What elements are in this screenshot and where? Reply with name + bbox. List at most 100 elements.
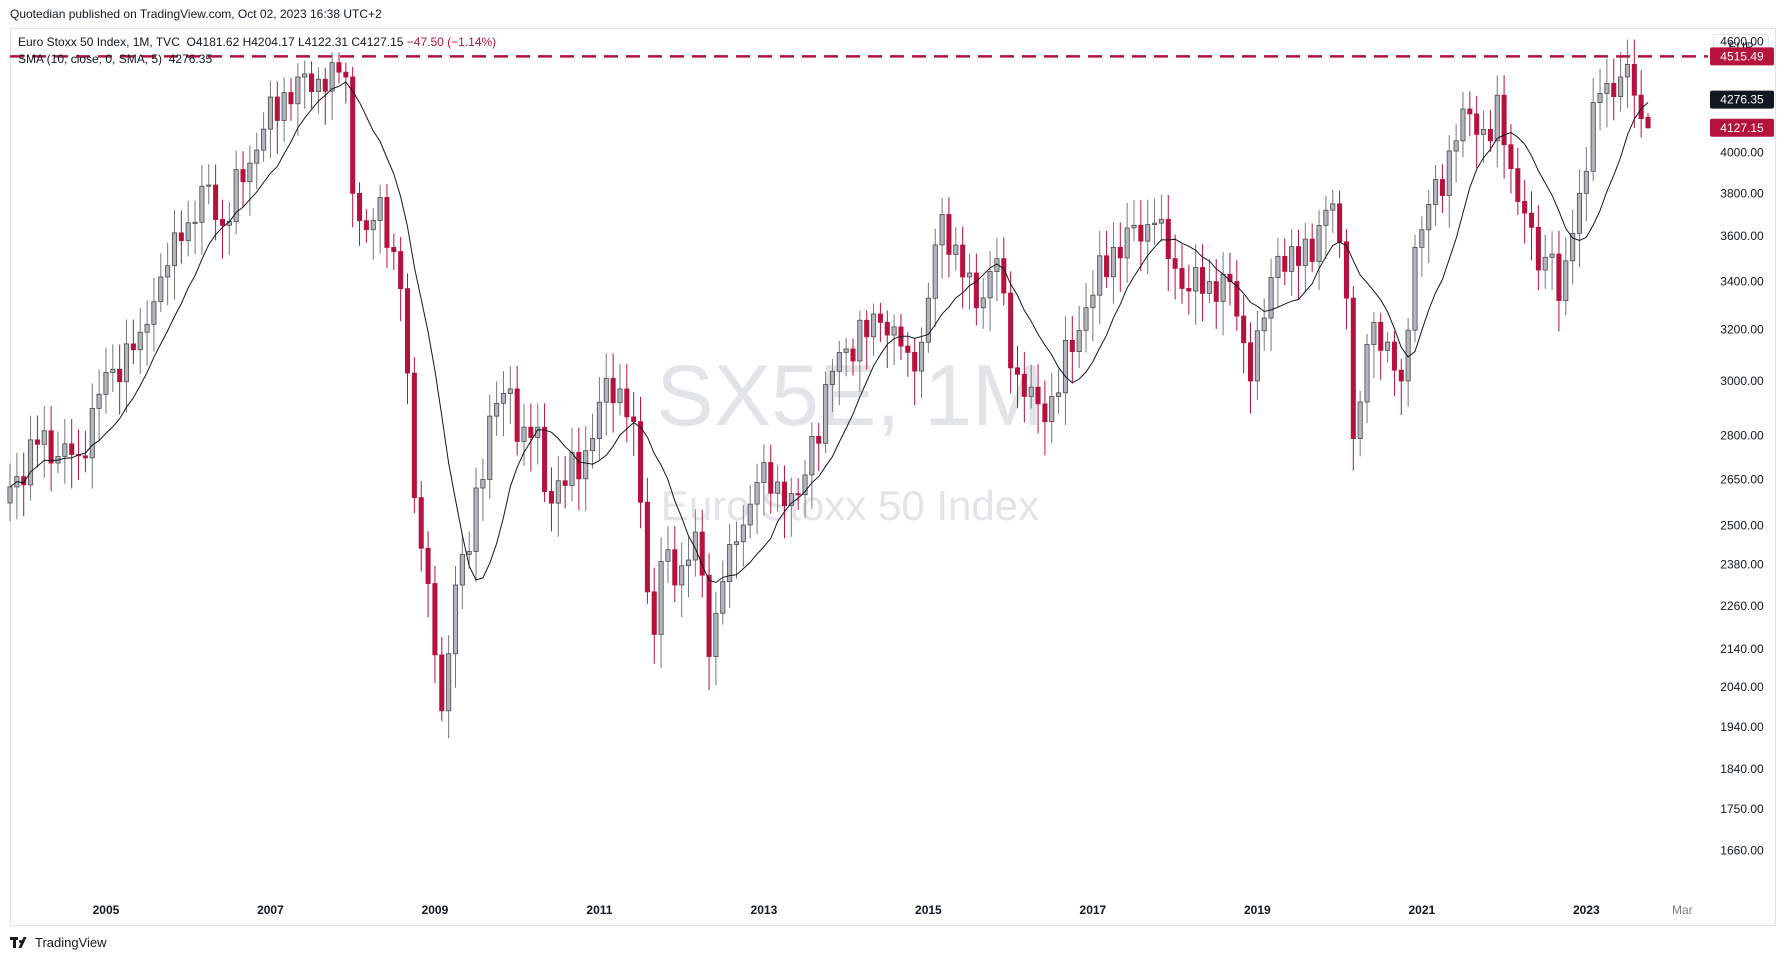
candle-body (576, 452, 582, 480)
sma-legend-row[interactable]: SMA (10, close, 0, SMA, 5) 4276.35 (18, 51, 496, 68)
x-tick-label: 2005 (93, 903, 120, 917)
candle-body (199, 185, 205, 223)
candle-body (939, 214, 945, 246)
x-tick-label: 2019 (1244, 903, 1271, 917)
candle-body (1590, 102, 1596, 172)
candle-body (1357, 401, 1363, 439)
candle-body (1474, 113, 1480, 135)
candle-body (1419, 229, 1425, 248)
x-tick-label: 2013 (751, 903, 778, 917)
last-price-label: 4127.15 (1720, 121, 1764, 135)
candle-body (891, 326, 897, 336)
candle-body (1330, 203, 1336, 211)
candle-body (987, 271, 993, 299)
candle-body (919, 341, 925, 372)
candle-body (28, 439, 34, 486)
y-tick-label: 2140.00 (1720, 642, 1764, 656)
candle-body (343, 71, 349, 78)
candle-body (768, 462, 774, 494)
candle-body (692, 531, 698, 561)
candle-body (452, 584, 459, 655)
candle-body (1378, 321, 1384, 351)
candle-body (1439, 179, 1445, 196)
y-tick-label: 1840.00 (1720, 762, 1764, 776)
candle-body (1220, 273, 1226, 302)
candle-body (1261, 317, 1267, 332)
y-tick-label: 4000.00 (1720, 146, 1764, 160)
candle-body (1110, 246, 1116, 278)
candle-body (213, 184, 219, 220)
candle-body (363, 220, 369, 231)
candle-body (1501, 94, 1507, 146)
candle-body (1069, 340, 1075, 353)
candle-body (788, 493, 794, 507)
x-tick-label: 2021 (1409, 903, 1436, 917)
candle-body (1563, 260, 1569, 301)
candle-body (610, 377, 616, 404)
series-legend-row[interactable]: Euro Stoxx 50 Index, 1M, TVC O4181.62 H4… (18, 34, 496, 51)
candle-body (329, 62, 335, 92)
candle-body (829, 370, 835, 385)
candle-body (1289, 246, 1295, 272)
candle-body (1282, 255, 1288, 272)
candle-body (1035, 386, 1041, 405)
candle-body (1104, 255, 1110, 278)
series-info: Euro Stoxx 50 Index, 1M, TVC (18, 35, 180, 49)
candle-body (1145, 224, 1151, 242)
candle-body (905, 345, 911, 353)
candle-body (836, 351, 842, 372)
ohlc-high: H4204.17 (242, 35, 295, 49)
candle-body (1611, 83, 1617, 98)
candle-body (1138, 224, 1144, 242)
candle-body (1172, 258, 1178, 269)
candle-body (1083, 307, 1089, 331)
y-tick-label: 4600.00 (1720, 35, 1764, 49)
last-price-label-bg (1710, 118, 1774, 137)
candle-body (1350, 297, 1356, 439)
candle-body (802, 474, 808, 495)
candle-body (672, 549, 678, 586)
candle-body (370, 220, 376, 231)
candle-body (1008, 292, 1014, 369)
candle-body (336, 62, 342, 73)
candle-body (925, 297, 931, 343)
candle-body (1090, 294, 1096, 309)
candle-body (1433, 179, 1439, 205)
candle-body (261, 128, 267, 151)
y-tick-label: 2500.00 (1720, 519, 1764, 533)
candle-body (638, 421, 644, 503)
candle-body (1117, 246, 1123, 259)
watermark-name: Euro Stoxx 50 Index (661, 482, 1039, 529)
candle-body (1460, 108, 1466, 142)
candle-body (309, 73, 315, 92)
candle-body (1200, 267, 1206, 294)
candle-body (569, 452, 575, 486)
candle-body (1152, 222, 1158, 226)
candle-body (302, 73, 308, 78)
candle-body (69, 443, 75, 455)
candle-body (411, 372, 417, 499)
candle-body (781, 481, 787, 507)
candle-body (82, 455, 88, 459)
candle-body (1631, 64, 1637, 96)
candle-body (473, 487, 479, 552)
sma-value: 4276.35 (168, 52, 213, 66)
candle-body (459, 553, 465, 586)
candle-body (946, 214, 952, 255)
candle-body (1131, 224, 1137, 229)
candle-body (966, 272, 973, 278)
candle-body (178, 232, 184, 242)
candle-body (432, 583, 438, 656)
candle-body (247, 162, 253, 183)
candle-body (158, 276, 164, 303)
candle-body (1062, 340, 1068, 394)
candle-body (980, 297, 986, 309)
y-tick-label: 2260.00 (1720, 599, 1764, 613)
chart-legend: Euro Stoxx 50 Index, 1M, TVC O4181.62 H4… (18, 34, 496, 68)
candle-body (425, 547, 431, 584)
candle-body (596, 401, 602, 439)
x-tick-label: 2009 (422, 903, 449, 917)
candle-body (871, 313, 877, 338)
candle-body (1522, 201, 1528, 214)
